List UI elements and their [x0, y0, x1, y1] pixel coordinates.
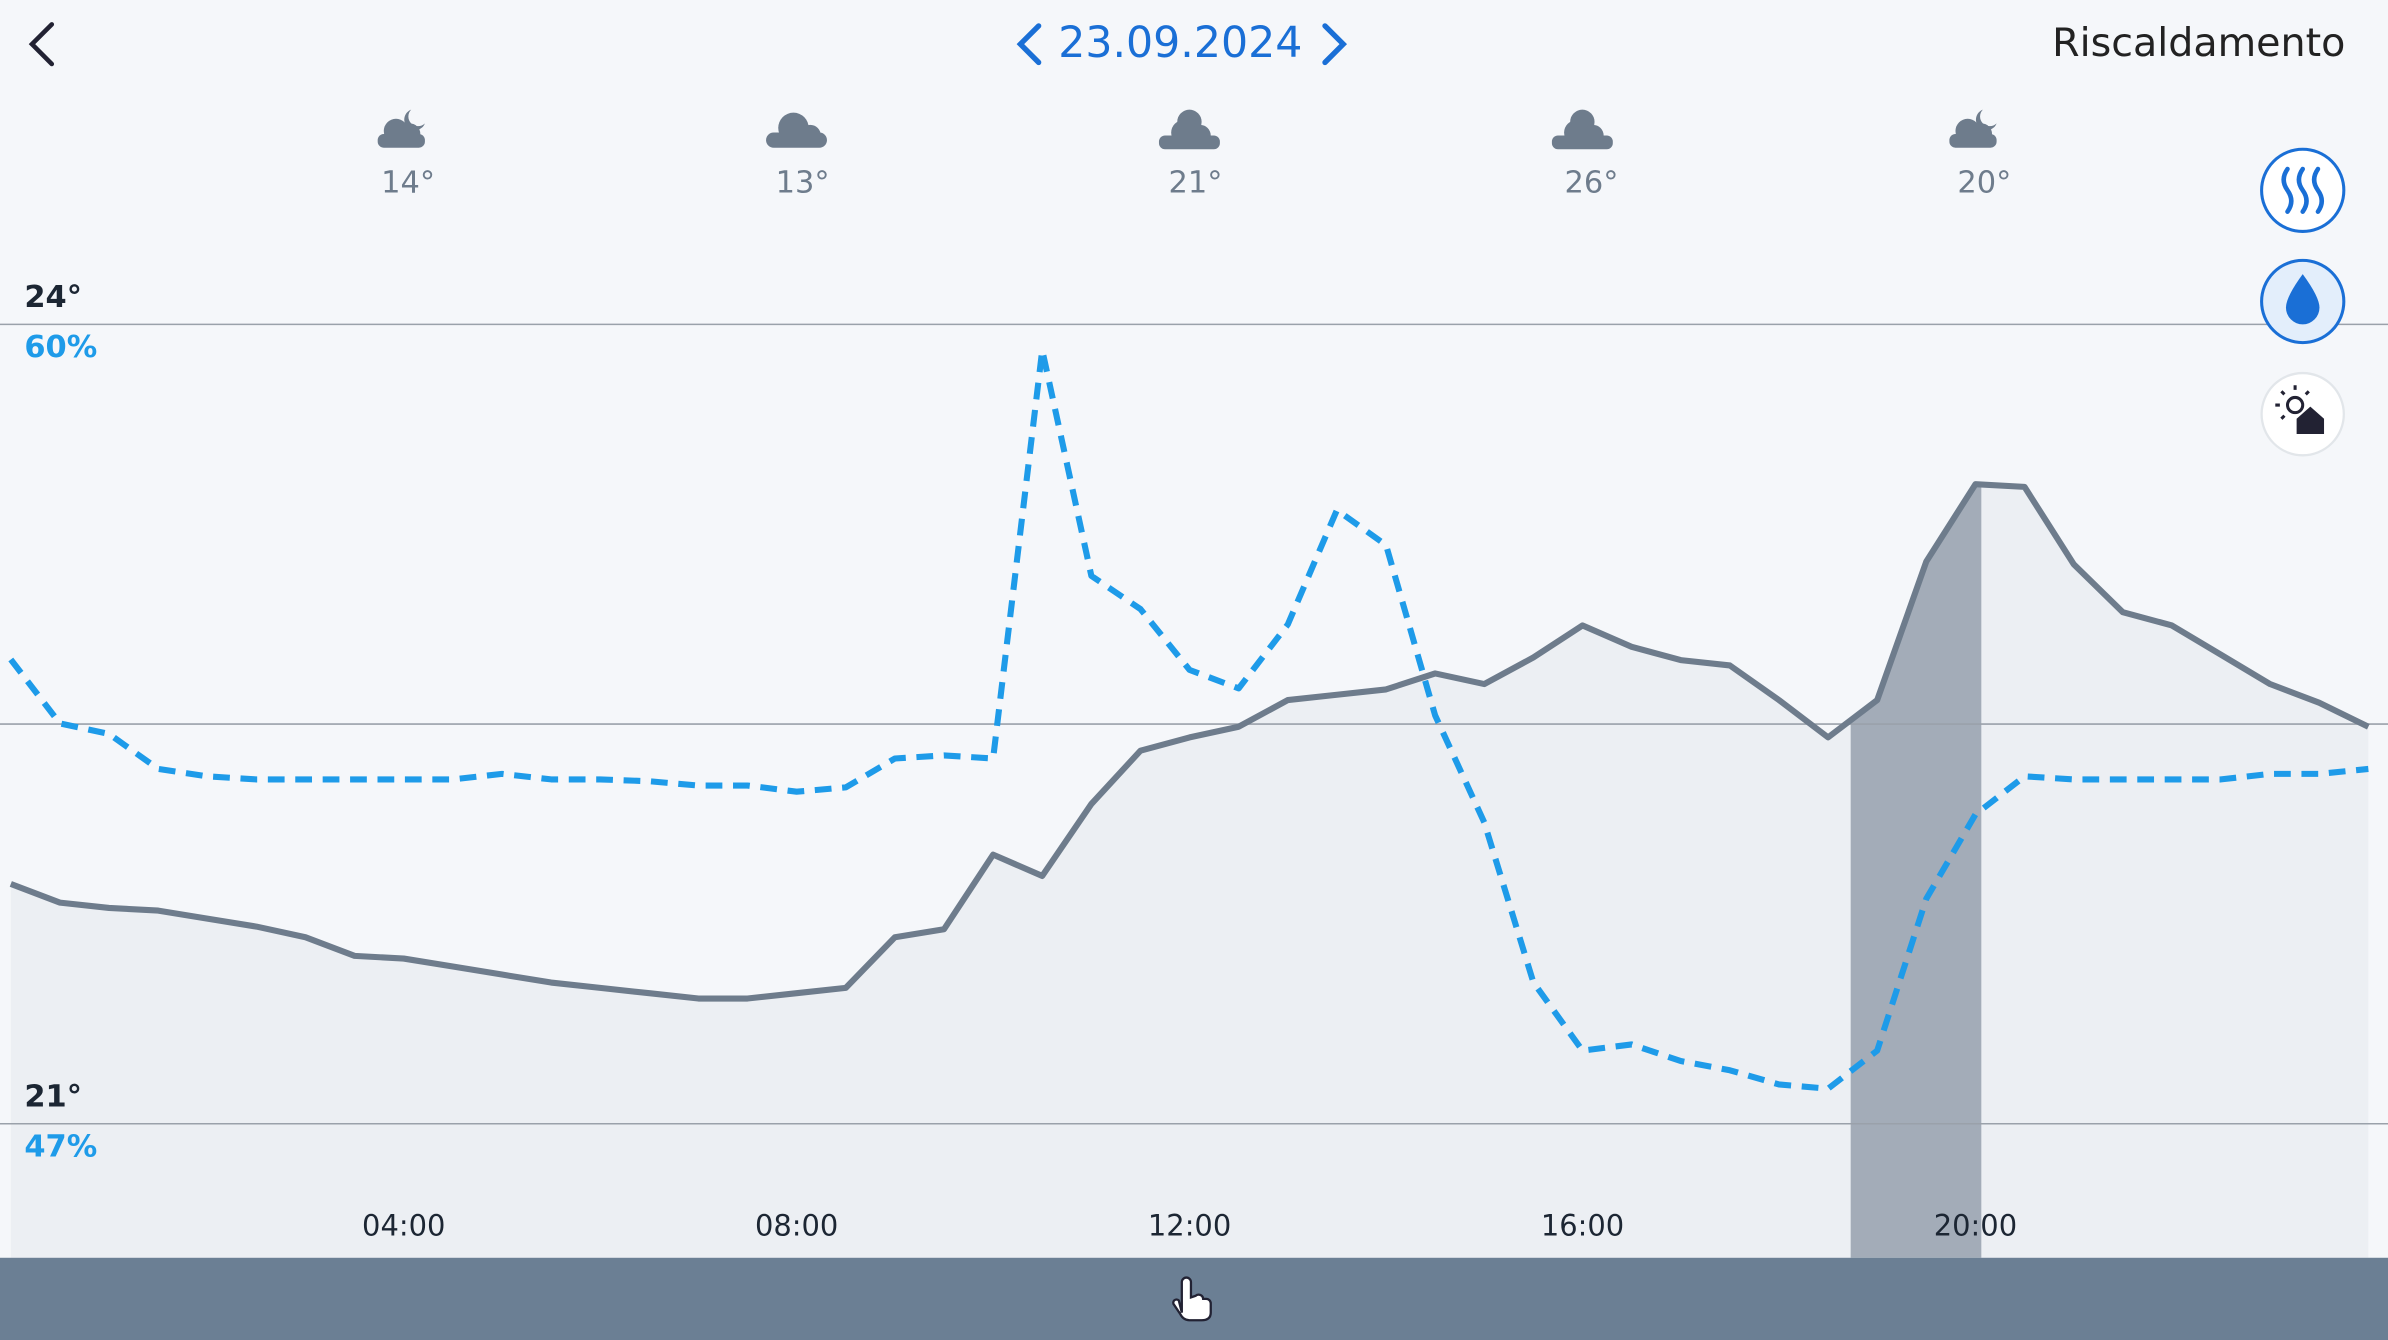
hand-icon [1172, 1276, 1212, 1322]
temperature-area [10, 484, 2369, 1258]
weather-temps: 14° 13° 21° 26° 20° [381, 166, 2011, 201]
plot: 21° 24° 47% 60% 04:00 08:00 12:00 16:00 20:00 [0, 280, 2388, 1258]
y-tick-label: 24° [24, 280, 82, 315]
house-icon [2296, 406, 2325, 434]
x-tick-label: 12:00 [1148, 1208, 1231, 1242]
weather-temp: 26° [1565, 166, 1619, 201]
icon-cloud-moon [1949, 109, 1997, 148]
y2-tick-label: 47% [24, 1130, 97, 1165]
temperature-line [9, 481, 2370, 1002]
heat-icon [2281, 166, 2325, 214]
heating-period [1850, 484, 1982, 1258]
weather-temp: 14° [381, 166, 435, 201]
weather-temp: 20° [1957, 166, 2011, 201]
x-tick-label: 20:00 [1934, 1208, 2017, 1242]
drop-icon [2285, 274, 2320, 325]
icon-cloud [766, 112, 827, 148]
weather-icons [377, 109, 1997, 150]
x-tick-label: 16:00 [1541, 1208, 1624, 1242]
weather-temp: 13° [776, 166, 830, 201]
sun-icon [2285, 395, 2305, 415]
icon-clouds [1551, 109, 1613, 150]
humidity-line [8, 347, 2369, 1092]
x-tick-label: 04:00 [362, 1208, 445, 1242]
icon-clouds [1158, 109, 1220, 150]
back-button[interactable] [28, 22, 55, 67]
sun-rays [2275, 385, 2310, 420]
y-tick-label: 21° [24, 1079, 82, 1114]
icon-cloud-moon [377, 109, 425, 148]
title: Riscaldamento [2052, 20, 2345, 66]
humidity-button[interactable] [2260, 258, 2346, 345]
prev-day[interactable] [1016, 23, 1042, 66]
date: 23.09.2024 [1058, 18, 1302, 68]
y2-tick-label: 60% [24, 330, 97, 365]
next-day[interactable] [1322, 23, 1348, 66]
outdoor-button[interactable] [2260, 371, 2345, 457]
weather-temp: 21° [1169, 166, 1223, 201]
x-tick-label: 08:00 [755, 1208, 838, 1242]
heating-button[interactable] [2260, 147, 2346, 233]
